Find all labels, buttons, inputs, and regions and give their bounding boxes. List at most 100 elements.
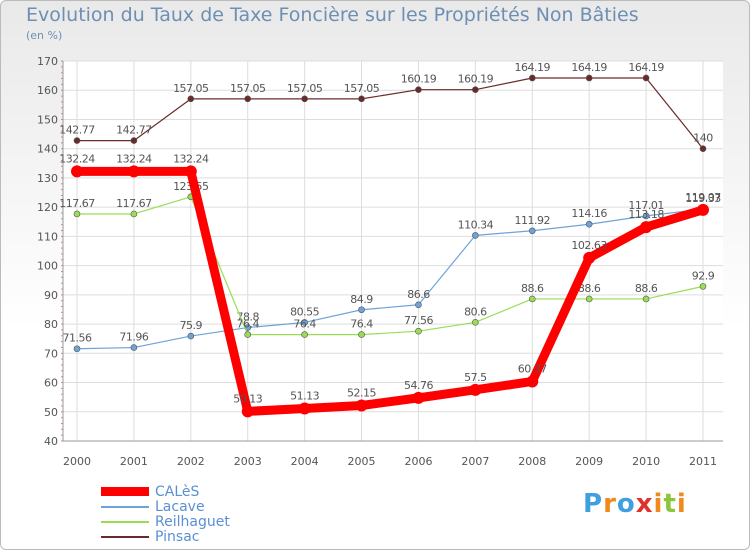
data-label-pinsac: 157.05: [230, 82, 266, 95]
data-label-lacave: 71.96: [119, 331, 148, 344]
x-tick-label: 2000: [63, 455, 91, 468]
y-tick-label: 70: [44, 347, 58, 360]
data-label-pinsac: 140: [693, 132, 713, 145]
data-point-cals: [412, 391, 425, 404]
data-label-cals: 51.13: [290, 389, 319, 402]
data-point-pinsac: [585, 74, 593, 82]
data-label-pinsac: 160.19: [458, 73, 494, 86]
data-point-pinsac: [528, 74, 536, 82]
data-point-reilhaguet: [130, 210, 138, 218]
data-point-pinsac: [642, 74, 650, 82]
data-label-cals: 52.15: [347, 386, 376, 399]
legend-item-lacave: Lacave: [101, 499, 230, 515]
data-label-lacave: 80.55: [290, 305, 319, 318]
data-point-pinsac: [244, 95, 252, 103]
data-point-lacave: [415, 301, 422, 309]
plot-area: [63, 61, 723, 441]
data-label-lacave: 117.01: [628, 199, 664, 212]
data-label-lacave: 111.92: [515, 214, 551, 227]
data-point-reilhaguet: [244, 331, 252, 338]
legend-label-cales: CALèS: [155, 483, 200, 500]
logo-letter: r: [603, 489, 617, 519]
data-point-pinsac: [301, 95, 308, 103]
data-label-reilhaguet: 88.6: [578, 282, 601, 295]
x-tick-label: 2006: [404, 455, 432, 468]
data-point-lacave: [73, 345, 81, 353]
data-point-cals: [127, 165, 140, 178]
data-label-pinsac: 142.77: [116, 124, 152, 137]
data-label-pinsac: 164.19: [628, 61, 664, 74]
y-tick-label: 130: [37, 172, 58, 185]
x-tick-label: 2002: [177, 455, 205, 468]
data-point-pinsac: [358, 95, 365, 103]
data-label-pinsac: 157.05: [287, 82, 323, 95]
y-tick-label: 100: [37, 260, 58, 273]
data-label-reilhaguet: 117.67: [116, 197, 152, 210]
data-point-reilhaguet: [301, 331, 308, 338]
legend-label-pinsac: Pinsac: [155, 528, 200, 545]
series-line-lacave: [76, 208, 704, 350]
data-point-cals: [640, 221, 653, 234]
x-tick-label: 2005: [348, 455, 376, 468]
logo-letter: i: [676, 489, 687, 519]
data-point-reilhaguet: [528, 295, 536, 303]
data-point-reilhaguet: [699, 283, 707, 290]
data-point-lacave: [187, 332, 195, 340]
data-point-pinsac: [472, 86, 479, 93]
data-point-cals: [71, 165, 83, 178]
data-label-reilhaguet: 76.4: [236, 318, 259, 331]
logo-letter: o: [616, 489, 636, 519]
legend-label-reilhaguet: Reilhaguet: [155, 513, 230, 530]
x-tick-label: 2004: [291, 455, 319, 468]
series-line-cals: [72, 166, 708, 416]
data-label-cals: 60.37: [518, 362, 547, 375]
data-point-reilhaguet: [358, 331, 365, 338]
y-tick-label: 160: [37, 84, 58, 97]
data-label-lacave: 114.16: [571, 207, 607, 220]
data-point-pinsac: [187, 95, 195, 103]
data-point-reilhaguet: [642, 295, 650, 303]
data-point-cals: [526, 375, 539, 388]
data-label-cals: 57.5: [464, 371, 487, 384]
data-label-cals: 54.76: [404, 379, 433, 392]
data-label-lacave: 110.34: [458, 218, 494, 231]
y-tick-label: 110: [37, 230, 58, 243]
legend-swatch-pinsac: [101, 535, 149, 538]
series-line-pinsac: [76, 77, 704, 150]
y-tick-label: 90: [44, 289, 58, 302]
data-point-lacave: [642, 212, 650, 220]
legend-swatch-lacave: [101, 505, 149, 508]
data-point-cals: [355, 399, 368, 412]
data-point-pinsac: [130, 137, 138, 144]
logo-letter: i: [653, 489, 664, 519]
data-point-pinsac: [415, 86, 422, 93]
legend-swatch-reilhaguet: [101, 520, 149, 523]
data-point-lacave: [130, 344, 138, 351]
legend-item-cales: CALèS: [101, 483, 230, 500]
data-point-pinsac: [73, 137, 81, 144]
legend-item-pinsac: Pinsac: [101, 528, 230, 545]
data-point-lacave: [585, 220, 593, 228]
data-label-cals: 102.63: [571, 239, 607, 252]
data-label-reilhaguet: 80.6: [464, 305, 487, 318]
data-point-reilhaguet: [472, 319, 479, 326]
x-tick-label: 2008: [518, 455, 546, 468]
proxiti-logo: Proxiti: [583, 489, 687, 519]
data-label-pinsac: 164.19: [515, 61, 551, 74]
logo-letter: x: [635, 489, 654, 519]
data-point-cals: [298, 402, 311, 415]
data-label-cals: 132.24: [59, 152, 95, 165]
data-label-lacave: 71.56: [63, 332, 92, 345]
data-label-pinsac: 164.19: [571, 61, 607, 74]
data-point-reilhaguet: [73, 210, 81, 218]
data-point-cals: [583, 251, 596, 264]
y-tick-label: 60: [44, 377, 58, 390]
data-point-reilhaguet: [585, 295, 593, 303]
data-label-reilhaguet: 117.67: [59, 197, 95, 210]
data-label-lacave: 75.9: [180, 319, 203, 332]
logo-letter: P: [583, 489, 604, 519]
chart-title: Evolution du Taux de Taxe Foncière sur l…: [26, 4, 639, 26]
data-label-pinsac: 157.05: [173, 82, 209, 95]
data-label-reilhaguet: 88.6: [521, 282, 544, 295]
